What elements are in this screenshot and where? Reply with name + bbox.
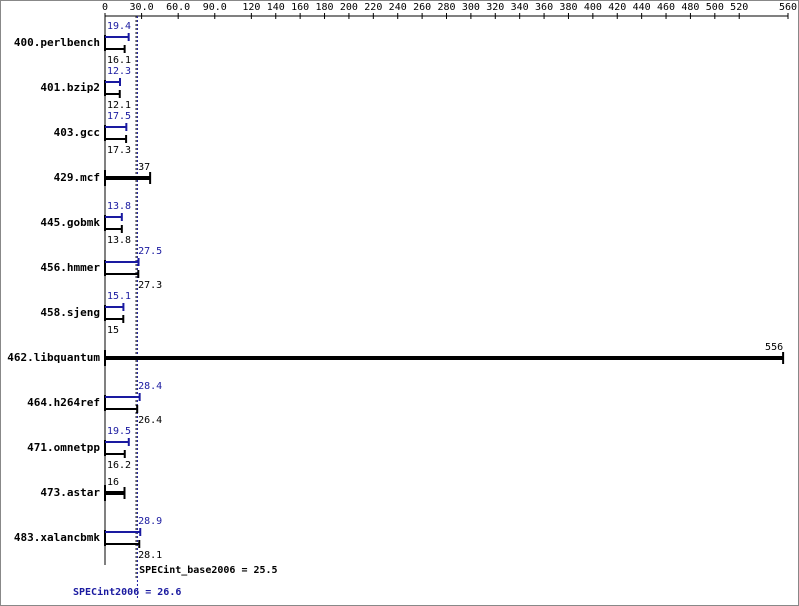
x-tick-label: 260 <box>413 2 431 13</box>
value-label: 37 <box>138 162 150 173</box>
category-label: 401.bzip2 <box>40 81 100 94</box>
value-label: 13.8 <box>107 201 131 212</box>
category-label: 445.gobmk <box>40 216 100 229</box>
x-tick-label: 520 <box>730 2 748 13</box>
value-label: 13.8 <box>107 235 131 246</box>
bar <box>105 396 140 398</box>
value-label: 17.3 <box>107 145 131 156</box>
value-label: 12.3 <box>107 66 131 77</box>
x-tick-label: 120 <box>242 2 260 13</box>
category-label: 400.perlbench <box>14 36 100 49</box>
value-label: 12.1 <box>107 100 131 111</box>
x-tick-label: 280 <box>437 2 455 13</box>
bar <box>105 531 141 533</box>
x-tick-label: 180 <box>316 2 334 13</box>
category-label: 473.astar <box>40 486 100 499</box>
bar <box>105 318 124 320</box>
peak-mean-label: SPECint2006 = 26.6 <box>73 586 181 598</box>
bar <box>105 453 125 455</box>
bar <box>105 261 139 263</box>
x-tick-label: 360 <box>535 2 553 13</box>
bar <box>105 491 125 495</box>
bar <box>105 216 122 218</box>
bar <box>105 273 139 275</box>
x-tick-label: 480 <box>681 2 699 13</box>
bar <box>105 306 124 308</box>
base-mean-label: SPECint_base2006 = 25.5 <box>139 564 277 576</box>
x-tick-label: 340 <box>511 2 529 13</box>
bar <box>105 36 129 38</box>
x-tick-label: 200 <box>340 2 358 13</box>
bar <box>105 543 140 545</box>
x-tick-label: 240 <box>389 2 407 13</box>
value-label: 15.1 <box>107 291 131 302</box>
bar <box>105 441 129 443</box>
x-tick-label: 320 <box>486 2 504 13</box>
x-tick-label: 30.0 <box>130 2 154 13</box>
x-tick-label: 160 <box>291 2 309 13</box>
category-label: 456.hmmer <box>40 261 100 274</box>
x-tick-label: 220 <box>364 2 382 13</box>
value-label: 556 <box>765 342 783 353</box>
x-tick-label: 500 <box>706 2 724 13</box>
value-label: 28.1 <box>138 550 162 561</box>
category-label: 429.mcf <box>54 171 100 184</box>
bar <box>105 126 127 128</box>
value-label: 16.1 <box>107 55 131 66</box>
category-label: 483.xalancbmk <box>14 531 100 544</box>
value-label: 17.5 <box>107 111 131 122</box>
x-tick-label: 300 <box>462 2 480 13</box>
x-tick-label: 0 <box>102 2 108 13</box>
x-tick-label: 380 <box>559 2 577 13</box>
bar <box>105 408 138 410</box>
bar <box>105 93 120 95</box>
value-label: 19.4 <box>107 21 131 32</box>
category-label: 458.sjeng <box>40 306 100 319</box>
value-label: 16.2 <box>107 460 131 471</box>
x-tick-label: 400 <box>584 2 602 13</box>
x-tick-label: 60.0 <box>166 2 190 13</box>
x-tick-label: 140 <box>267 2 285 13</box>
category-label: 471.omnetpp <box>27 441 100 454</box>
bar <box>105 176 151 180</box>
x-tick-label: 90.0 <box>203 2 227 13</box>
bar <box>105 81 121 83</box>
value-label: 26.4 <box>138 415 162 426</box>
category-label: 464.h264ref <box>27 396 100 409</box>
value-label: 27.3 <box>138 280 162 291</box>
value-label: 19.5 <box>107 426 131 437</box>
value-label: 28.4 <box>138 381 162 392</box>
category-label: 462.libquantum <box>7 351 100 364</box>
bar <box>105 48 125 50</box>
x-tick-label: 420 <box>608 2 626 13</box>
category-label: 403.gcc <box>54 126 100 139</box>
x-tick-label: 440 <box>633 2 651 13</box>
bar <box>105 228 122 230</box>
x-tick-label: 560 <box>779 2 797 13</box>
bar <box>105 138 127 140</box>
value-label: 15 <box>107 325 119 336</box>
value-label: 16 <box>107 477 119 488</box>
value-label: 28.9 <box>138 516 162 527</box>
bar <box>105 356 784 360</box>
value-label: 27.5 <box>138 246 162 257</box>
x-tick-label: 460 <box>657 2 675 13</box>
